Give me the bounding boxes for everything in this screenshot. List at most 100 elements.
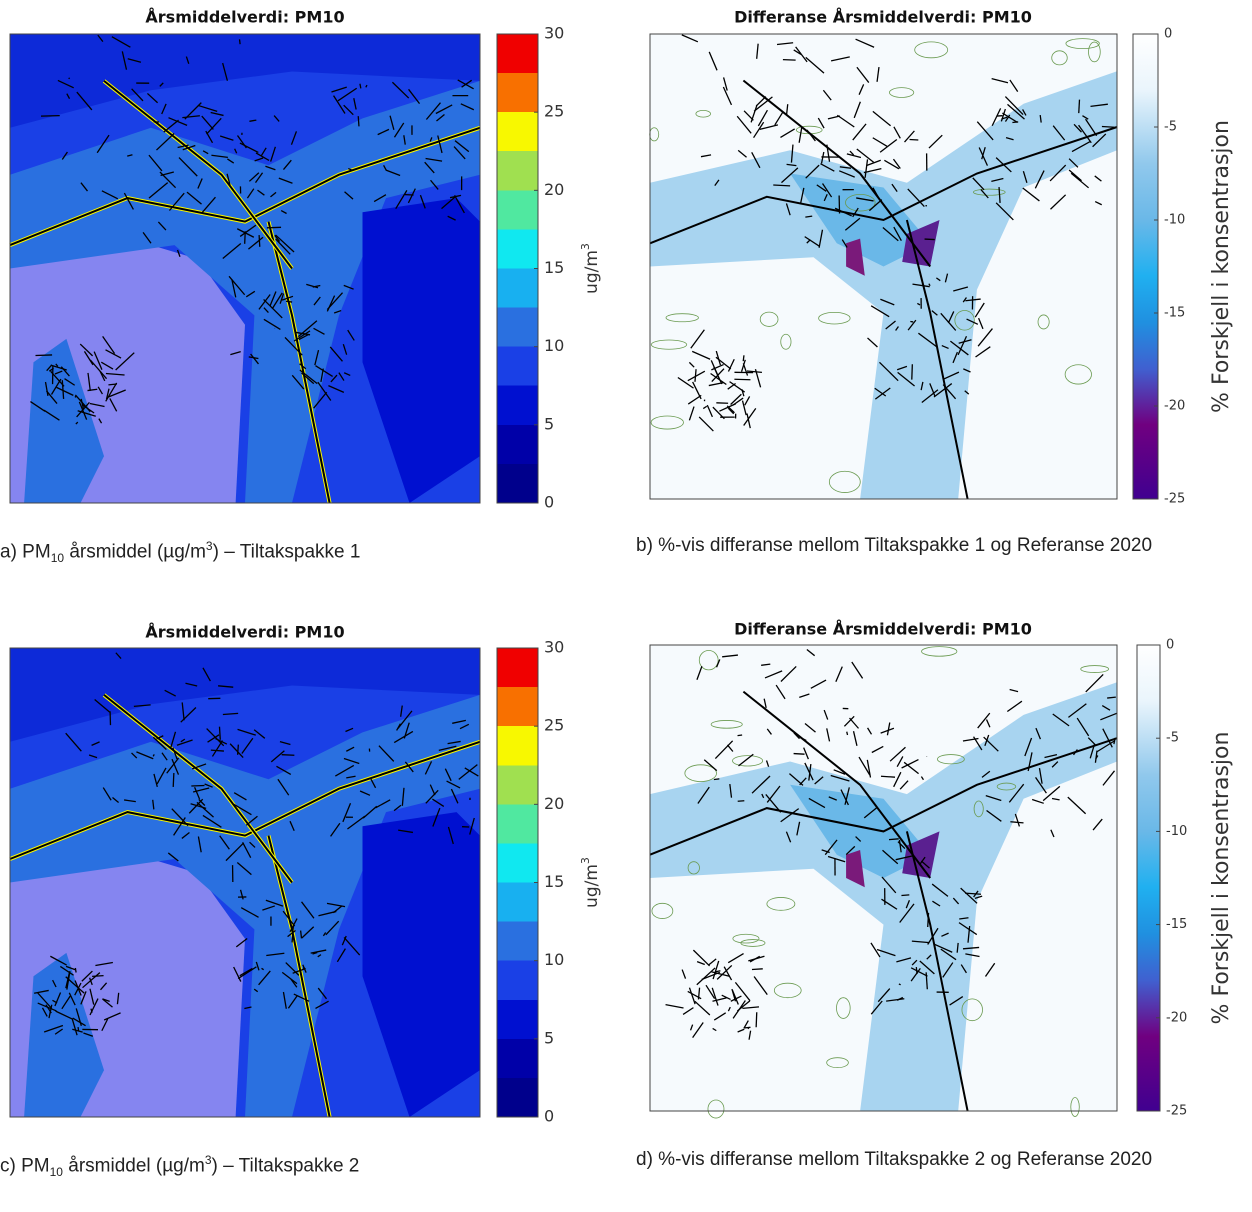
road xyxy=(105,349,122,359)
road xyxy=(357,116,360,127)
road xyxy=(432,798,445,808)
road xyxy=(54,992,62,1007)
road xyxy=(649,737,1118,856)
road xyxy=(359,83,362,89)
road xyxy=(1092,818,1103,831)
road xyxy=(330,822,341,837)
road xyxy=(984,962,996,977)
road xyxy=(1035,777,1047,794)
road xyxy=(229,743,244,758)
road xyxy=(1049,164,1067,182)
road xyxy=(838,170,855,178)
road xyxy=(975,346,991,358)
road xyxy=(1012,121,1019,124)
road xyxy=(681,969,687,979)
road xyxy=(347,815,366,830)
road xyxy=(97,34,104,42)
road xyxy=(942,371,960,381)
road xyxy=(775,684,786,700)
road xyxy=(806,649,816,657)
road xyxy=(707,958,717,966)
caption-part: 3 xyxy=(204,1153,212,1167)
road xyxy=(335,764,355,777)
road xyxy=(182,144,196,151)
road xyxy=(317,954,322,958)
road xyxy=(1096,740,1116,753)
map-area xyxy=(846,238,865,276)
road xyxy=(348,167,353,171)
colorbar-tick-label: 0 xyxy=(1166,638,1174,653)
road xyxy=(689,1024,694,1031)
road xyxy=(389,115,395,130)
road xyxy=(879,139,898,153)
road xyxy=(870,942,881,958)
colorbar-tick-label: 5 xyxy=(544,414,554,433)
road xyxy=(100,361,114,370)
road xyxy=(343,284,354,290)
road xyxy=(920,860,930,869)
road xyxy=(202,150,209,155)
road xyxy=(378,745,395,762)
road xyxy=(338,372,345,381)
road xyxy=(896,756,904,768)
road xyxy=(249,119,257,122)
road xyxy=(694,1000,711,1016)
road xyxy=(710,372,727,386)
road xyxy=(244,1006,252,1010)
road xyxy=(907,319,917,331)
road xyxy=(464,767,479,777)
road xyxy=(105,372,125,376)
road xyxy=(960,887,978,904)
road xyxy=(1042,785,1061,802)
road xyxy=(677,376,694,389)
contour xyxy=(826,1057,849,1069)
road xyxy=(881,876,897,894)
road xyxy=(785,831,792,843)
road xyxy=(1085,118,1098,137)
map-frame xyxy=(9,647,481,1118)
road xyxy=(746,370,763,373)
colorbar-tick-label: 25 xyxy=(544,716,564,735)
road xyxy=(454,140,470,153)
road xyxy=(849,717,860,729)
road xyxy=(897,371,915,387)
road xyxy=(687,990,702,1000)
colorbar-tick-label: -25 xyxy=(1166,1104,1187,1119)
road xyxy=(876,948,896,957)
road xyxy=(1101,705,1111,711)
road xyxy=(864,159,869,178)
road xyxy=(722,77,728,91)
road xyxy=(1052,713,1070,727)
road xyxy=(703,759,718,772)
road xyxy=(270,750,285,763)
road xyxy=(430,179,439,190)
road xyxy=(702,405,708,410)
road xyxy=(750,104,758,123)
road xyxy=(269,291,277,307)
road xyxy=(450,788,459,804)
road xyxy=(753,96,773,112)
road xyxy=(780,808,800,823)
caption-part: b) %-vis differanse mellom Tiltakspakke … xyxy=(636,535,1153,556)
road xyxy=(461,79,473,88)
road xyxy=(44,381,49,397)
road xyxy=(242,842,252,858)
road xyxy=(76,91,93,111)
road xyxy=(105,382,118,402)
road xyxy=(88,754,98,759)
road xyxy=(156,133,175,151)
road xyxy=(432,807,441,827)
road xyxy=(237,728,256,736)
road xyxy=(749,955,761,963)
contour xyxy=(961,998,983,1022)
road xyxy=(806,239,811,244)
road xyxy=(891,183,898,192)
road xyxy=(828,796,837,801)
road xyxy=(985,795,1002,802)
road xyxy=(716,964,733,980)
road xyxy=(281,295,294,301)
road xyxy=(326,292,344,310)
road xyxy=(1102,770,1116,786)
road xyxy=(290,978,298,988)
